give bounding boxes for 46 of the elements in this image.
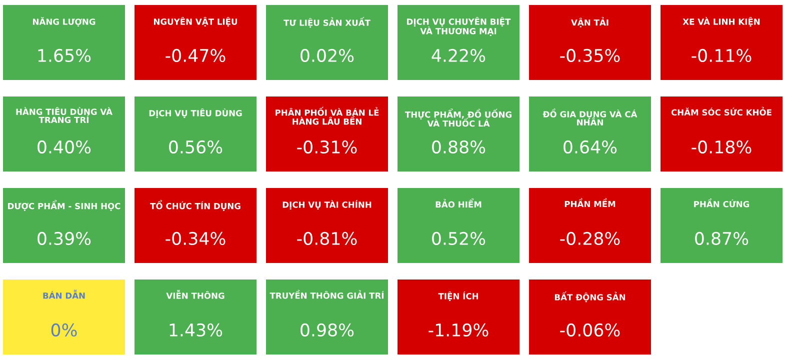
- data-label: 1.43%: [170, 323, 222, 337]
- data-label: 0%: [51, 323, 77, 337]
- category-label: PHÂN PHỐI VÀ BÁN LẺ HÀNG LÂU BỀN: [276, 106, 379, 125]
- data-label: 0.88%: [432, 140, 486, 154]
- data-label: -0.31%: [297, 140, 357, 154]
- data-label: 1.65%: [38, 48, 91, 62]
- category-label: TRUYỀN THÔNG GIẢI TRÍ: [270, 290, 384, 299]
- category-label: TƯ LIỆU SẢN XUẤT: [284, 17, 370, 28]
- category-label: NĂNG LƯỢNG: [33, 17, 96, 27]
- category-label: DƯỢC PHẨM - SINH HỌC: [8, 200, 120, 211]
- category-label: PHẦN CỨNG: [694, 198, 750, 208]
- data-label: -0.06%: [560, 323, 620, 337]
- category-label: BẤT ĐỘNG SẢN: [554, 292, 626, 302]
- category-label: DỊCH VỤ CHUYÊN BIỆT VÀ THƯƠNG MẠI: [407, 17, 511, 36]
- data-label: 0.02%: [300, 48, 354, 62]
- data-label: -1.19%: [428, 323, 488, 337]
- data-label: -0.11%: [692, 48, 752, 62]
- data-label: -0.35%: [560, 48, 620, 62]
- data-label: 0.64%: [564, 140, 617, 154]
- data-label: 0.39%: [38, 232, 91, 246]
- category-label: TỔ CHỨC TÍN DỤNG: [150, 200, 240, 211]
- category-label: VẬN TẢI: [571, 17, 608, 28]
- category-label: CHĂM SÓC SỨC KHỎE: [671, 106, 772, 116]
- data-label: 0.56%: [169, 140, 222, 154]
- data-label: 0.40%: [38, 140, 91, 154]
- category-label: DỊCH VỤ TÀI CHÍNH: [282, 200, 372, 210]
- category-label: DỊCH VỤ TIÊU DÙNG: [149, 108, 242, 118]
- category-label: BÁN DẪN: [43, 290, 85, 299]
- category-label: PHẦN MỀM: [564, 198, 616, 208]
- category-label: ĐỒ GIA DỤNG VÀ CÁ NHÂN: [542, 108, 638, 126]
- data-label: 0.52%: [432, 232, 486, 246]
- category-label: NGUYÊN VẬT LIỆU: [154, 17, 238, 26]
- data-label: -0.47%: [166, 48, 226, 62]
- category-label: TIỆN ÍCH: [438, 292, 478, 301]
- category-label: BẢO HIỂM: [436, 198, 482, 208]
- category-label: HÀNG TIÊU DÙNG VÀ TRANG TRÍ: [16, 107, 112, 124]
- data-label: -0.18%: [692, 140, 752, 154]
- category-label: XE VÀ LINH KIỆN: [682, 17, 760, 26]
- data-label: -0.34%: [166, 232, 226, 246]
- data-label: -0.28%: [560, 232, 620, 246]
- category-label: VIỄN THÔNG: [166, 290, 224, 299]
- data-label: 0.98%: [300, 323, 354, 337]
- data-label: 0.87%: [695, 232, 748, 246]
- data-label: -0.81%: [297, 232, 357, 246]
- category-label: THỰC PHẨM, ĐỒ UỐNG VÀ THUỐC LÁ: [404, 108, 512, 127]
- data-label: 4.22%: [432, 48, 486, 62]
